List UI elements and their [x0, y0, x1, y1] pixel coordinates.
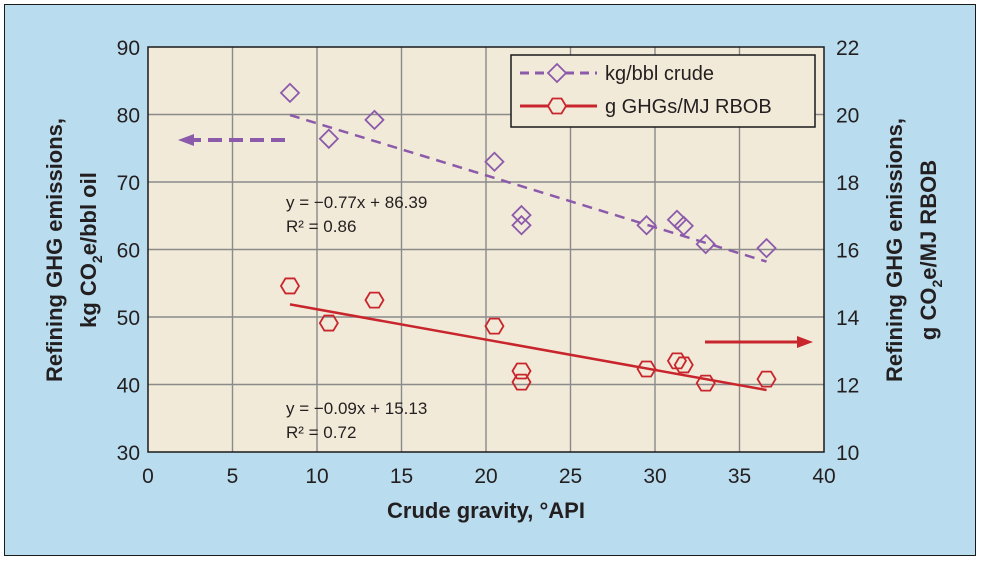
data-point-hexagon: [511, 362, 532, 380]
data-point-diamond: [511, 214, 532, 236]
left-arrow-head-icon: [178, 134, 194, 146]
legend-marker-hexagon: [546, 97, 568, 115]
axis-arrows: [178, 134, 813, 348]
x-tick-label: 0: [142, 465, 154, 488]
data-point-diamond: [695, 233, 716, 255]
data-point-diamond: [484, 151, 505, 173]
data-points: [279, 82, 777, 392]
y-left-tick-label: 30: [117, 442, 140, 465]
trend-equation-kg: y = −0.77x + 86.39: [286, 193, 427, 212]
y-left-tick-label: 50: [117, 307, 140, 330]
data-point-hexagon: [673, 356, 694, 374]
y-right-tick-label: 16: [836, 240, 859, 263]
y-left-axis-label-line2: kg CO2e/bbl oil: [76, 172, 105, 328]
x-axis-label: Crude gravity, °API: [387, 498, 585, 523]
legend-label-kg: kg/bbl crude: [605, 63, 714, 85]
right-arrow-head-icon: [797, 336, 813, 348]
x-tick-labels: 0 5 10 15 20 25 30 35 40: [142, 465, 836, 488]
y-left-tick-label: 40: [117, 375, 140, 398]
y-right-axis-label-line1: Refining GHG emissions,: [882, 118, 907, 382]
y-right-tick-label: 10: [836, 442, 859, 465]
data-point-hexagon: [511, 373, 532, 391]
data-point-hexagon: [279, 277, 301, 295]
y-left-tick-labels: 30 40 50 60 70 80 90: [117, 37, 140, 465]
legend-box: [510, 54, 816, 128]
x-tick-label: 15: [390, 465, 413, 488]
x-tick-label: 10: [305, 465, 328, 488]
y-right-tick-labels: 10 12 14 16 18 20 22: [836, 37, 860, 465]
y-right-tick-label: 20: [836, 105, 859, 128]
data-point-diamond: [673, 215, 695, 237]
x-tick-label: 35: [728, 465, 751, 488]
data-point-diamond: [318, 128, 340, 150]
legend: kg/bbl crude g GHGs/MJ RBOB: [510, 54, 816, 128]
data-point-diamond: [364, 109, 385, 131]
x-tick-label: 30: [643, 465, 666, 488]
data-point-hexagon: [756, 370, 777, 388]
trend-lines: [289, 113, 767, 392]
plot-border: [147, 46, 825, 453]
trend-line-kg: [289, 113, 767, 263]
y-left-axis-label-line1: Refining GHG emissions,: [42, 118, 67, 382]
trend-r2-kg: R² = 0.86: [286, 217, 356, 236]
x-tick-label: 20: [474, 465, 497, 488]
y-right-tick-label: 14: [836, 307, 860, 330]
data-point-diamond: [279, 82, 301, 104]
data-point-hexagon: [695, 374, 716, 392]
x-tick-label: 5: [227, 465, 239, 488]
y-right-tick-label: 12: [836, 375, 859, 398]
trend-r2-g: R² = 0.72: [286, 423, 356, 442]
legend-label-g: g GHGs/MJ RBOB: [605, 96, 772, 118]
data-point-hexagon: [636, 360, 657, 378]
data-point-hexagon: [666, 352, 688, 370]
y-left-tick-label: 80: [117, 105, 140, 128]
y-left-tick-label: 60: [117, 240, 140, 263]
trend-line-g: [289, 303, 767, 392]
y-right-axis-label-line2: g CO2e/MJ RBOB: [916, 160, 945, 340]
y-right-tick-label: 22: [836, 37, 859, 60]
data-point-diamond: [636, 214, 657, 236]
data-point-diamond: [756, 237, 777, 259]
data-point-hexagon: [484, 317, 505, 335]
y-left-tick-label: 70: [117, 172, 140, 195]
x-tick-label: 40: [812, 465, 835, 488]
data-point-diamond: [511, 204, 532, 226]
y-left-tick-label: 90: [117, 37, 140, 60]
data-point-hexagon: [364, 291, 385, 309]
data-point-hexagon: [318, 314, 339, 332]
trend-equation-g: y = −0.09x + 15.13: [286, 399, 427, 418]
y-right-tick-label: 18: [836, 172, 859, 195]
legend-marker-diamond: [546, 62, 568, 84]
x-tick-label: 25: [559, 465, 582, 488]
